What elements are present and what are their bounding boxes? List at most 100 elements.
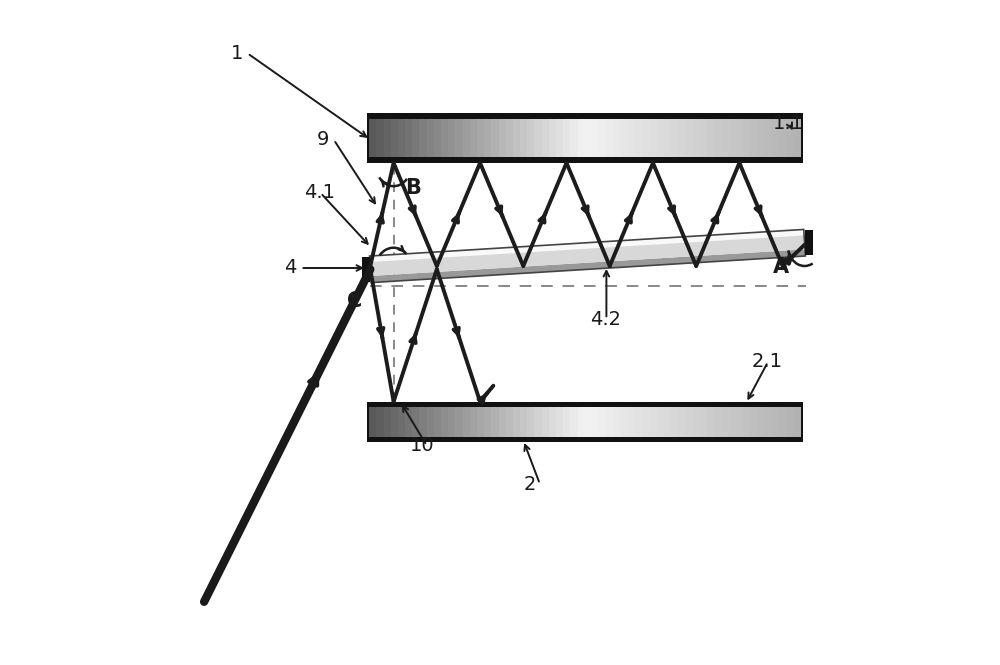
Bar: [642, 119, 650, 157]
Bar: [491, 407, 499, 438]
Text: 4.2: 4.2: [590, 310, 621, 329]
Bar: [570, 407, 578, 438]
Bar: [793, 119, 801, 157]
Bar: [369, 407, 377, 438]
Text: 4.1: 4.1: [304, 184, 335, 202]
Bar: [635, 119, 643, 157]
Bar: [664, 407, 672, 438]
Bar: [764, 407, 772, 438]
Text: 9: 9: [317, 130, 330, 149]
Bar: [621, 119, 629, 157]
Bar: [506, 119, 514, 157]
Bar: [556, 407, 564, 438]
Bar: [578, 119, 585, 157]
Bar: [743, 119, 751, 157]
Bar: [671, 119, 679, 157]
Bar: [729, 119, 736, 157]
Bar: [779, 407, 787, 438]
Bar: [714, 119, 722, 157]
Bar: [427, 119, 435, 157]
Bar: [542, 407, 550, 438]
Text: 1: 1: [231, 44, 243, 63]
Bar: [362, 257, 370, 282]
Bar: [721, 407, 729, 438]
Bar: [635, 407, 643, 438]
Polygon shape: [370, 229, 804, 262]
Bar: [367, 402, 803, 442]
Bar: [477, 407, 485, 438]
Bar: [578, 407, 585, 438]
Bar: [499, 119, 506, 157]
Bar: [721, 119, 729, 157]
Bar: [527, 407, 535, 438]
Bar: [592, 407, 600, 438]
Bar: [412, 119, 420, 157]
Text: A: A: [773, 257, 789, 277]
Bar: [736, 119, 744, 157]
Bar: [621, 407, 629, 438]
Bar: [678, 119, 686, 157]
Bar: [412, 407, 420, 438]
Bar: [693, 407, 700, 438]
Polygon shape: [371, 249, 805, 283]
Text: 4: 4: [284, 259, 296, 277]
Bar: [757, 407, 765, 438]
Bar: [649, 119, 657, 157]
Bar: [477, 119, 485, 157]
Bar: [405, 119, 413, 157]
Bar: [398, 119, 406, 157]
Bar: [384, 407, 391, 438]
Bar: [391, 119, 399, 157]
Bar: [376, 407, 384, 438]
Bar: [434, 119, 442, 157]
Bar: [391, 407, 399, 438]
Bar: [419, 119, 427, 157]
Bar: [657, 407, 665, 438]
Bar: [764, 119, 772, 157]
Bar: [556, 119, 564, 157]
Bar: [463, 407, 470, 438]
Bar: [520, 119, 528, 157]
Bar: [405, 407, 413, 438]
Bar: [448, 119, 456, 157]
Bar: [599, 119, 607, 157]
Bar: [384, 119, 391, 157]
Bar: [786, 119, 794, 157]
Bar: [805, 230, 813, 255]
Bar: [628, 119, 636, 157]
Bar: [772, 407, 780, 438]
Bar: [750, 119, 758, 157]
Bar: [592, 119, 600, 157]
Bar: [491, 119, 499, 157]
Bar: [563, 119, 571, 157]
Bar: [470, 407, 478, 438]
Bar: [398, 407, 406, 438]
Bar: [693, 119, 700, 157]
Bar: [779, 119, 787, 157]
Bar: [513, 119, 521, 157]
Bar: [628, 407, 636, 438]
Bar: [441, 407, 449, 438]
Polygon shape: [370, 229, 805, 276]
Bar: [614, 407, 621, 438]
Bar: [714, 407, 722, 438]
Bar: [786, 407, 794, 438]
Bar: [427, 407, 435, 438]
Bar: [376, 119, 384, 157]
Bar: [367, 113, 803, 163]
Bar: [549, 119, 557, 157]
Bar: [484, 119, 492, 157]
Text: 1.1: 1.1: [773, 114, 804, 132]
Bar: [434, 407, 442, 438]
Bar: [736, 407, 744, 438]
Bar: [606, 407, 614, 438]
Bar: [685, 119, 693, 157]
Bar: [743, 407, 751, 438]
Bar: [671, 407, 679, 438]
Bar: [685, 407, 693, 438]
Bar: [678, 407, 686, 438]
Bar: [642, 407, 650, 438]
Bar: [664, 119, 672, 157]
Bar: [549, 407, 557, 438]
Text: 10: 10: [410, 436, 435, 455]
